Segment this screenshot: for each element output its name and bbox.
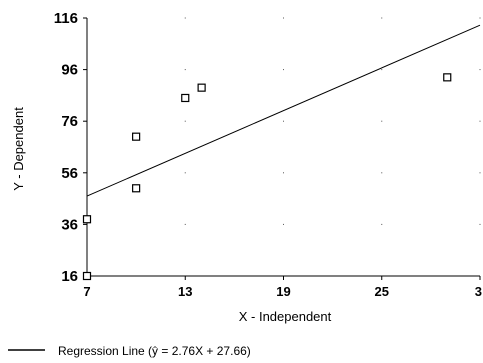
grid-dot	[283, 17, 284, 19]
grid-dot	[184, 172, 186, 174]
y-tick-label: 16	[61, 268, 78, 285]
y-tick-label: 96	[61, 62, 78, 79]
x-axis-ticks: 7 13 19 25 3	[83, 276, 482, 299]
data-point	[443, 73, 452, 82]
grid-dot	[283, 223, 284, 225]
grid-dot	[479, 17, 481, 19]
legend: Regression Line (ŷ = 2.76X + 27.66)	[8, 344, 251, 358]
data-point	[181, 93, 190, 103]
grid-dot	[184, 17, 186, 19]
grid-dot	[381, 223, 383, 225]
y-axis-label: Y - Dependent	[11, 107, 26, 191]
grid-dot	[479, 172, 481, 174]
y-tick-label: 116	[54, 10, 78, 27]
x-tick-label: 7	[83, 284, 90, 299]
y-tick-label: 76	[61, 113, 78, 130]
grid-dot	[283, 120, 284, 122]
x-tick-label: 25	[375, 284, 389, 299]
data-points	[82, 73, 452, 281]
data-point	[132, 184, 141, 193]
grid-dot	[479, 223, 481, 225]
y-tick-label: 36	[61, 216, 78, 233]
data-point	[82, 215, 92, 224]
grid-dot	[479, 120, 481, 122]
grid-dot	[479, 69, 481, 71]
y-axis-ticks: 16 36 56 76 96 116	[54, 10, 87, 285]
grid-dot	[184, 69, 186, 71]
grid	[184, 17, 481, 225]
data-point	[197, 83, 206, 92]
x-tick-label: 3	[475, 284, 482, 299]
legend-label: Regression Line (ŷ = 2.76X + 27.66)	[58, 344, 251, 358]
x-axis-label: X - Independent	[239, 309, 332, 324]
y-tick-label: 56	[61, 165, 78, 182]
regression-line	[86, 24, 481, 197]
grid-dot	[381, 120, 383, 122]
grid-dot	[283, 172, 284, 174]
data-point	[132, 132, 141, 141]
grid-dot	[283, 69, 284, 71]
x-tick-label: 19	[276, 284, 290, 299]
grid-dot	[381, 172, 383, 174]
grid-dot	[184, 223, 186, 225]
x-tick-label: 13	[178, 284, 192, 299]
axes	[86, 18, 480, 277]
grid-dot	[381, 17, 383, 19]
grid-dot	[184, 120, 186, 122]
grid-dot	[381, 69, 383, 71]
data-point	[82, 271, 92, 281]
